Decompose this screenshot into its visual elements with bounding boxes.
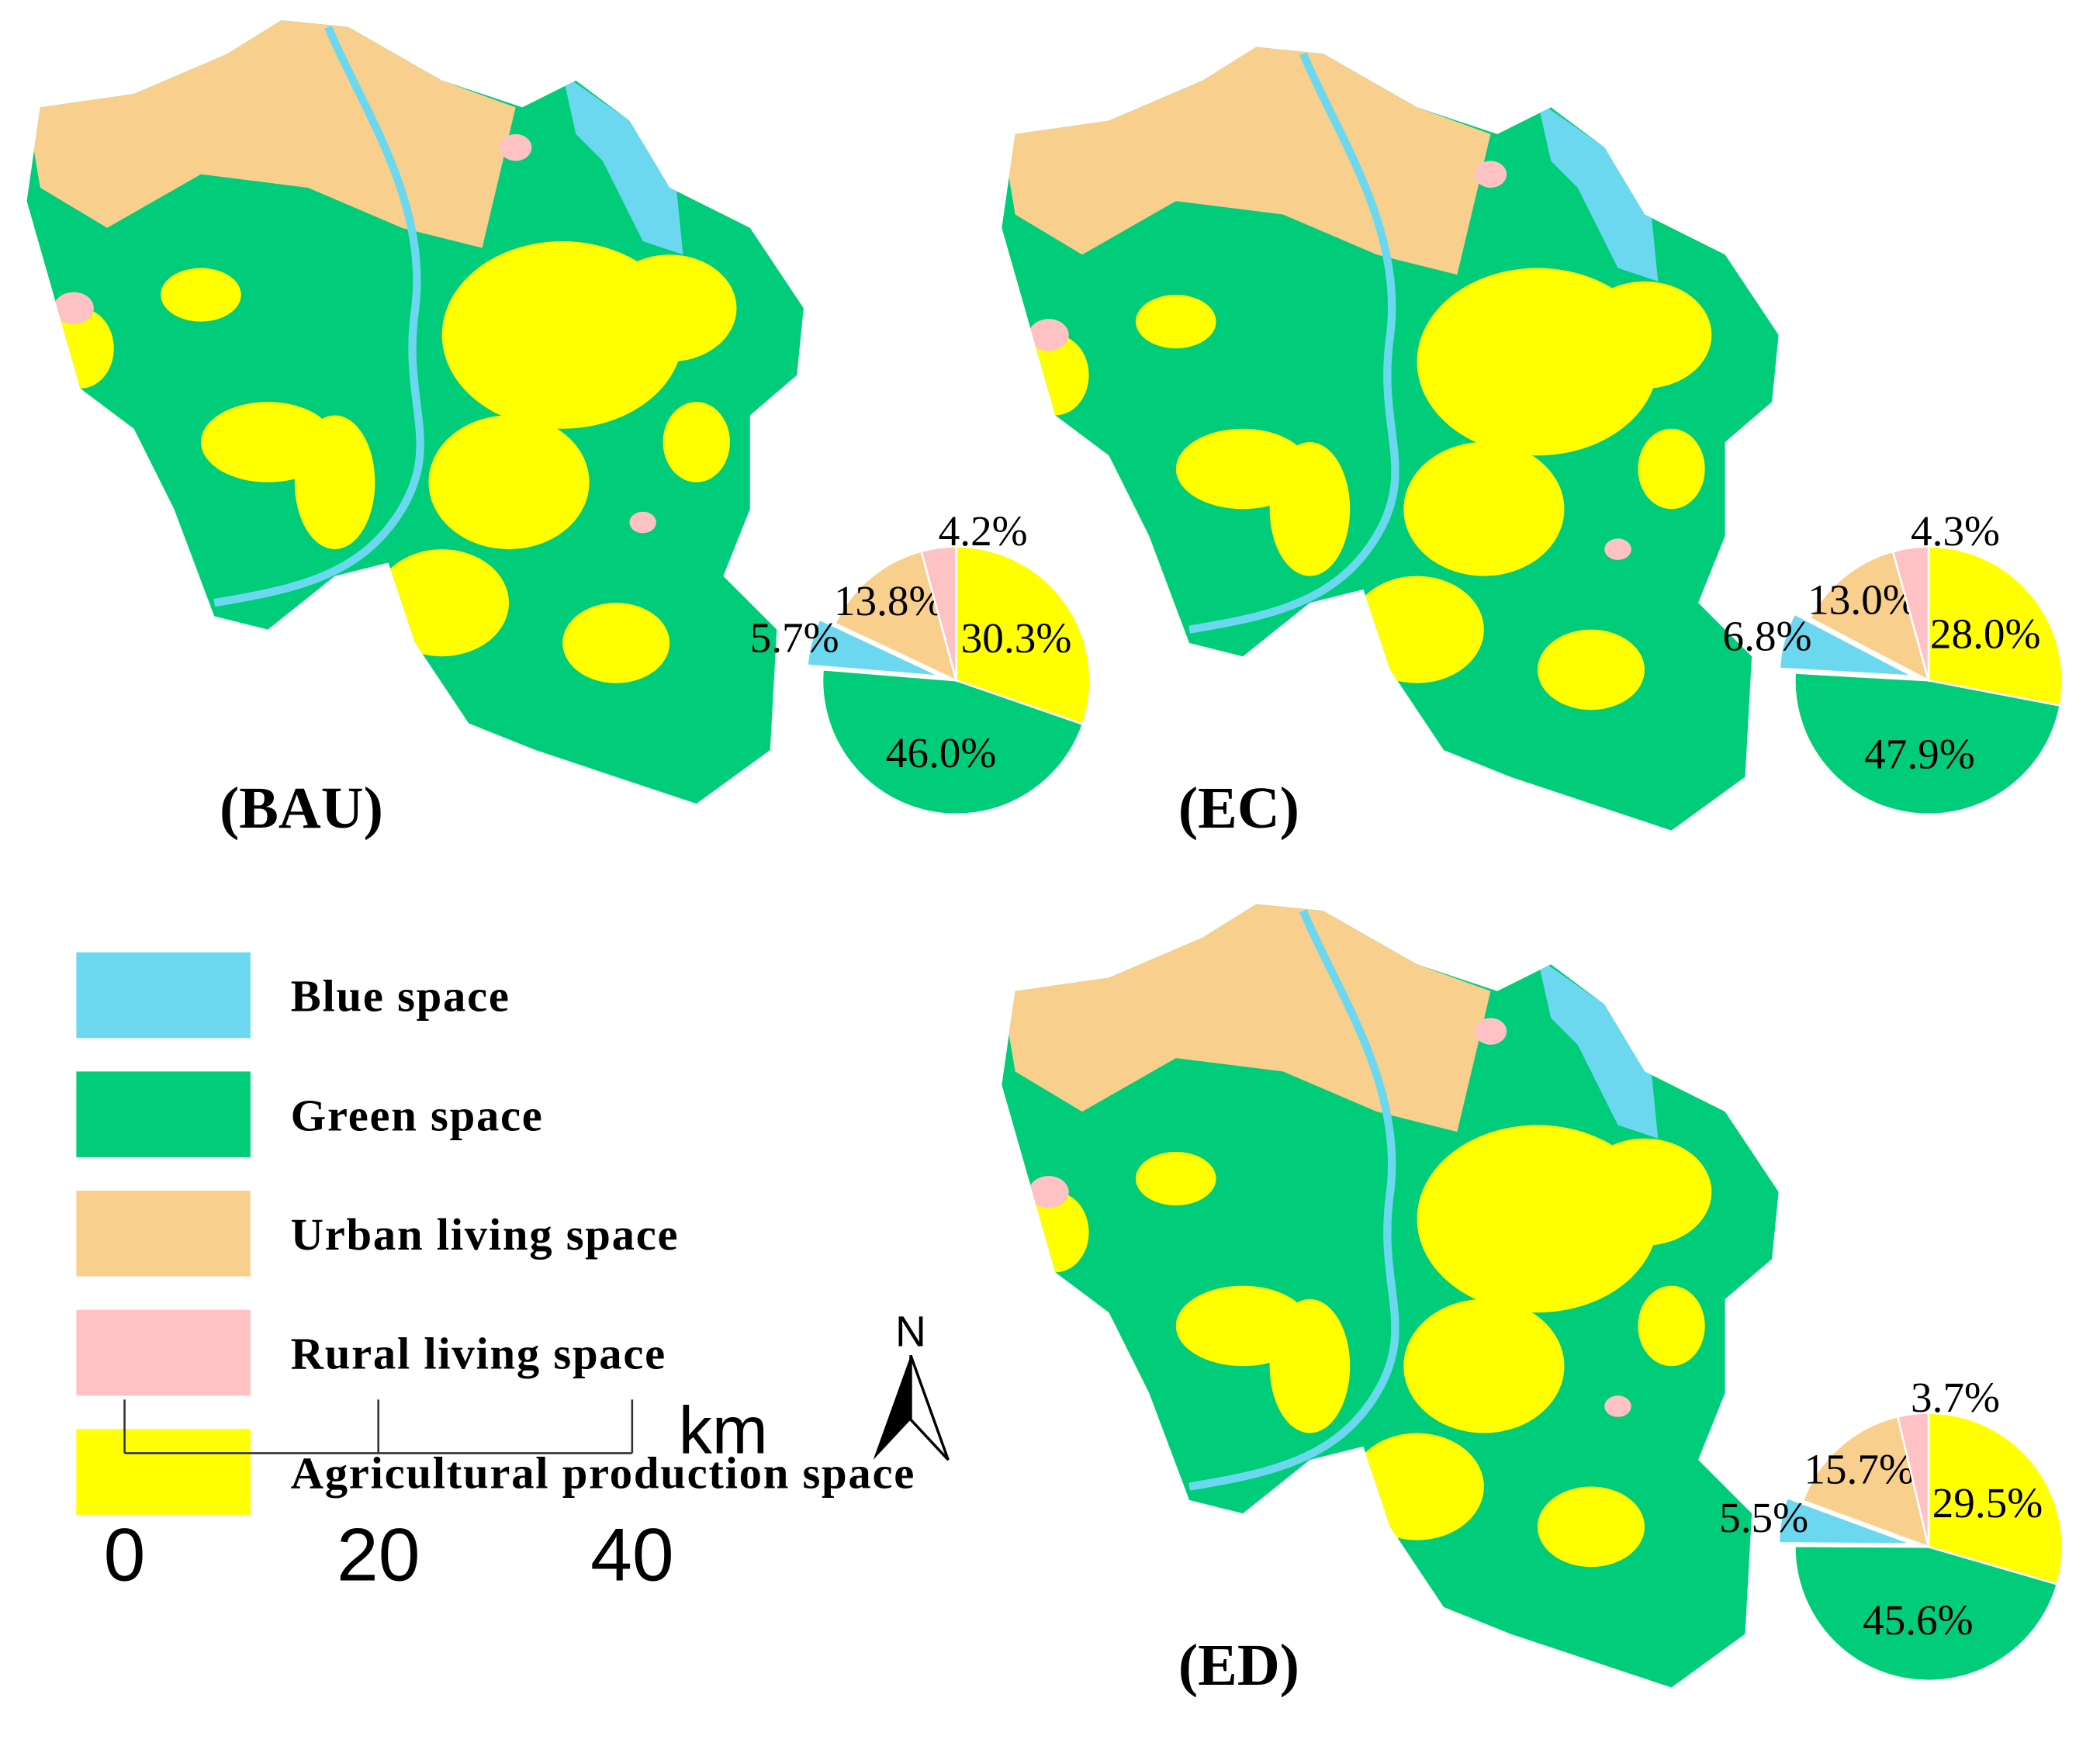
pie-label: 6.8%	[1723, 613, 1812, 660]
pie-slice	[1927, 1412, 2064, 1586]
legend-swatch	[76, 1309, 251, 1396]
legend-swatch	[76, 952, 251, 1039]
pie-slice	[1794, 1544, 2059, 1682]
pie-slice	[1794, 672, 2062, 816]
pie-label: 13.8%	[834, 577, 945, 624]
pie-label: 29.5%	[1932, 1479, 2043, 1527]
pie-slice	[833, 550, 958, 683]
scale-tick-label: 0	[104, 1513, 146, 1596]
pie-slice	[1896, 1412, 1930, 1547]
pie-slice	[1801, 1415, 1930, 1549]
scale-tick-label: 20	[337, 1513, 420, 1596]
pie-label: 13.0%	[1808, 576, 1918, 623]
legend-swatch	[76, 1071, 251, 1157]
arrow-left	[873, 1355, 911, 1461]
pie-label: 4.2%	[939, 507, 1028, 555]
map-label: (ED)	[1178, 1633, 1299, 1698]
legend-label: Rural living space	[291, 1329, 666, 1379]
map-ec	[975, 27, 1805, 857]
map-label: (EC)	[1178, 776, 1299, 841]
scale-unit: km	[679, 1393, 768, 1468]
pie-label: 4.3%	[1911, 507, 2000, 555]
pie-label: 5.5%	[1719, 1494, 1808, 1541]
pie-label: 3.7%	[1911, 1374, 2000, 1421]
legend-label: Urban living space	[291, 1209, 680, 1260]
pie-slice	[1808, 550, 1931, 683]
pie-label: 15.7%	[1804, 1446, 1915, 1493]
pie-slice	[1778, 612, 1914, 678]
legend-label: Blue space	[291, 971, 510, 1022]
pie-slice	[1891, 545, 1930, 681]
pie-slice	[920, 545, 957, 681]
arrow-right	[909, 1354, 950, 1461]
scale-tick-label: 40	[590, 1513, 674, 1596]
pie-label: 47.9%	[1864, 730, 1975, 777]
pie-slice	[1777, 1496, 1914, 1545]
pie-label: 30.3%	[961, 614, 1072, 662]
legend-label: Agricultural production space	[291, 1447, 915, 1498]
legend: Blue space Green space Urban living space R…	[76, 952, 915, 1515]
pie-label: 46.0%	[886, 729, 997, 776]
map-label: (BAU)	[220, 776, 383, 841]
north-arrow: N	[873, 1307, 950, 1461]
pie-label: 45.6%	[1863, 1596, 1974, 1644]
map-bau	[0, 0, 830, 830]
map-ed	[975, 884, 1805, 1714]
pie-slice	[1927, 545, 2064, 707]
pie-slice	[821, 668, 1085, 816]
pie-label: 5.7%	[750, 614, 839, 662]
pie-slice	[955, 545, 1092, 726]
pie-label: 28.0%	[1930, 610, 2041, 658]
legend-swatch	[76, 1429, 251, 1515]
scale-bar: km 0 20 40	[104, 1393, 768, 1596]
north-label: N	[895, 1307, 926, 1355]
pie-slice	[806, 617, 942, 678]
legend-swatch	[76, 1191, 251, 1277]
legend-label: Green space	[291, 1090, 544, 1140]
